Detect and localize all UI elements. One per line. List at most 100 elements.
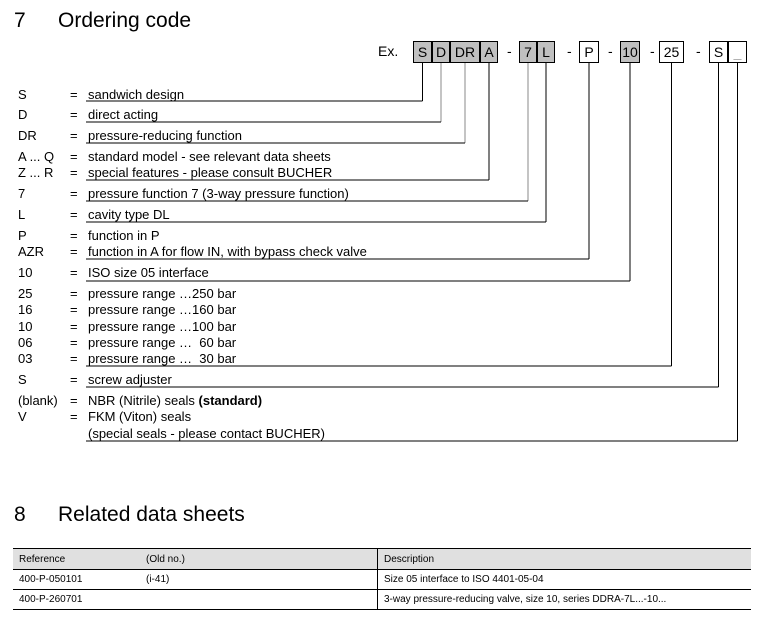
section-number: 7 [14,9,26,32]
related-data-sheets-table: Reference (Old no.) Description 400-P-05… [13,548,751,610]
table-row: 400-P-050101 (i-41) Size 05 interface to… [13,569,751,590]
key-description: ISO size 05 interface [88,265,209,280]
key-code: 25 [18,286,33,301]
description-text: screw adjuster [88,372,172,387]
equals-sign: = [70,207,78,222]
code-separator: - [696,43,701,59]
equals-sign: = [70,149,78,164]
key-description: pressure range … 30 bar [88,351,236,366]
description-text: pressure range … 30 bar [88,351,237,366]
example-prefix: Ex. [378,43,399,59]
key-code: 16 [18,302,33,317]
table-row: 400-P-260701 3-way pressure-reducing val… [13,589,751,610]
key-code: S [18,372,27,387]
code-box: P [579,41,599,63]
description-text: pressure range …100 bar [88,319,237,334]
equals-sign: = [70,186,78,201]
key-code: DR [18,128,37,143]
description-text: standard model - see relevant data sheet… [88,149,331,164]
equals-sign: = [70,335,78,350]
key-description: cavity type DL [88,207,170,222]
key-description: screw adjuster [88,372,172,387]
description-text: pressure range … 60 bar [88,335,237,350]
cell-old-no: (i-41) [140,569,378,590]
code-box: L [537,41,555,63]
header-old-no: (Old no.) [140,548,378,570]
description-text: special features - please consult BUCHER [88,165,333,180]
section-title: Ordering code [58,9,192,32]
code-separator: - [567,43,572,59]
code-box: _ [728,41,747,63]
code-box: A [480,41,498,63]
description-text: function in P [88,228,160,243]
key-description: function in P [88,228,160,243]
description-text: ISO size 05 interface [88,265,209,280]
section-title: Related data sheets [58,503,245,526]
key-description: function in A for flow IN, with bypass c… [88,244,367,259]
equals-sign: = [70,244,78,259]
key-code: D [18,107,28,122]
equals-sign: = [70,351,78,366]
code-box: 25 [659,41,684,63]
description-emphasis: (standard) [198,393,263,408]
key-code: 7 [18,186,26,201]
equals-sign: = [70,286,78,301]
code-separator: - [507,43,512,59]
code-box: S [709,41,728,63]
connector-lines [86,63,738,442]
key-description: NBR (Nitrile) seals (standard) [88,393,262,408]
key-code: P [18,228,27,243]
key-code: 10 [18,319,33,334]
key-code: S [18,87,27,102]
equals-sign: = [70,302,78,317]
code-separator: - [650,43,655,59]
section-number: 8 [14,503,26,526]
description-text: FKM (Viton) seals [88,409,192,424]
description-text: (special seals - please contact BUCHER) [88,426,325,441]
key-code: A ... Q [18,149,55,164]
description-text: cavity type DL [88,207,170,222]
code-box: 10 [620,41,640,63]
key-description: special features - please consult BUCHER [88,165,332,180]
description-text: NBR (Nitrile) seals [88,393,199,408]
description-text: sandwich design [88,87,185,102]
code-separator: - [608,43,613,59]
key-description: pressure-reducing function [88,128,242,143]
key-code: AZR [18,244,44,259]
key-code: 10 [18,265,33,280]
equals-sign: = [70,228,78,243]
cell-description: 3-way pressure-reducing valve, size 10, … [377,589,751,610]
description-text: direct acting [88,107,159,122]
header-description: Description [377,548,751,570]
key-description: pressure range … 60 bar [88,335,236,350]
code-box: D [432,41,450,63]
description-text: function in A for flow IN, with bypass c… [88,244,367,259]
equals-sign: = [70,265,78,280]
equals-sign: = [70,107,78,122]
equals-sign: = [70,372,78,387]
code-box: DR [450,41,480,63]
key-description: pressure range …160 bar [88,302,236,317]
key-description: direct acting [88,107,158,122]
key-code: 06 [18,335,33,350]
header-reference: Reference [13,548,140,570]
code-box: 7 [519,41,537,63]
key-description: (special seals - please contact BUCHER) [88,426,325,441]
key-code: (blank) [18,393,58,408]
key-code: Z ... R [18,165,54,180]
description-text: pressure-reducing function [88,128,242,143]
key-description: pressure range …100 bar [88,319,236,334]
description-text: pressure function 7 (3-way pressure func… [88,186,349,201]
cell-old-no [140,589,378,610]
table-header: Reference (Old no.) Description [13,548,751,570]
equals-sign: = [70,393,78,408]
key-description: standard model - see relevant data sheet… [88,149,331,164]
equals-sign: = [70,409,78,424]
cell-description: Size 05 interface to ISO 4401-05-04 [377,569,751,590]
key-description: FKM (Viton) seals [88,409,191,424]
key-description: pressure range …250 bar [88,286,236,301]
equals-sign: = [70,319,78,334]
equals-sign: = [70,128,78,143]
equals-sign: = [70,87,78,102]
